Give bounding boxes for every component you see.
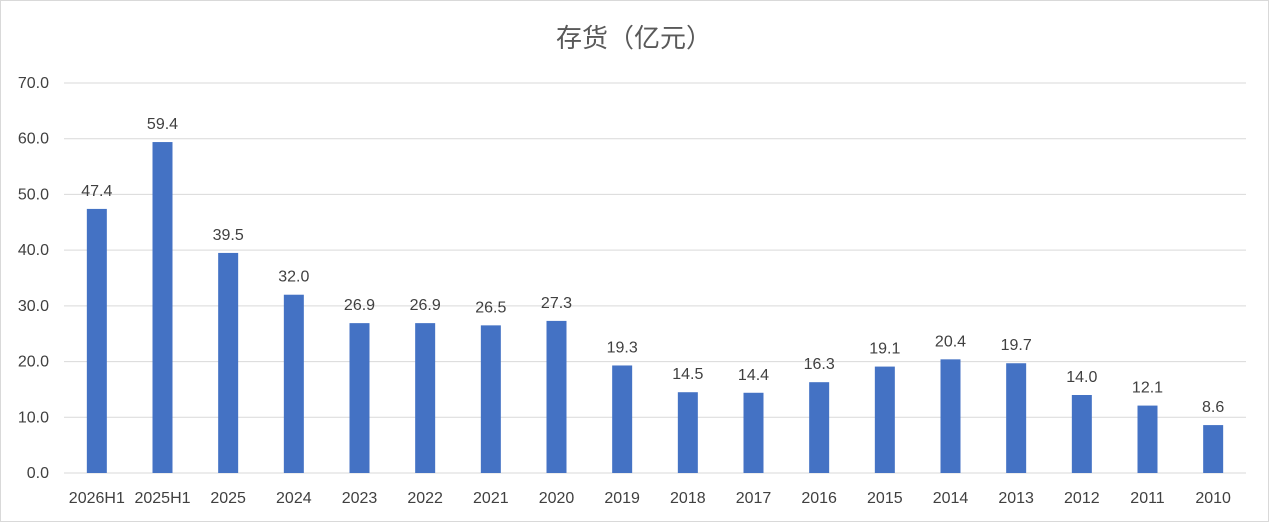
data-labels: 47.4 59.4 39.5 32.0 26.9 26.9 26.5 27.3 19.3 14.5… (81, 116, 1224, 416)
x-axis-categories: 2026H1 2025H1 2025 2024 2023 2022 2021 2020 2019… (69, 490, 1231, 507)
bars (86, 142, 1224, 474)
y-tick-label: 40.0 (18, 242, 49, 259)
bar (546, 320, 567, 473)
bar (152, 142, 173, 474)
x-category-label: 2016 (801, 490, 837, 507)
data-label: 59.4 (147, 116, 178, 133)
bar (743, 392, 764, 473)
y-axis-ticks: 0.0 10.0 20.0 30.0 40.0 50.0 60.0 70.0 (18, 75, 49, 482)
data-label: 12.1 (1132, 380, 1163, 397)
x-category-label: 2022 (407, 490, 443, 507)
gridlines (64, 82, 1246, 474)
bar (1006, 363, 1027, 473)
bar (677, 392, 698, 473)
data-label: 14.5 (672, 366, 703, 383)
bar (612, 365, 633, 473)
x-category-label: 2025 (210, 490, 246, 507)
x-category-label: 2019 (604, 490, 640, 507)
x-category-label: 2018 (670, 490, 706, 507)
data-label: 8.6 (1202, 399, 1224, 416)
data-label: 39.5 (213, 227, 244, 244)
bar (86, 208, 107, 473)
data-label: 20.4 (935, 333, 966, 350)
x-category-label: 2021 (473, 490, 509, 507)
bar (349, 323, 370, 473)
bar (415, 323, 436, 473)
data-label: 47.4 (81, 183, 112, 200)
data-label: 14.0 (1066, 369, 1097, 386)
bar (1137, 405, 1158, 473)
data-label: 19.7 (1001, 337, 1032, 354)
x-category-label: 2014 (933, 490, 969, 507)
data-label: 16.3 (804, 356, 835, 373)
x-category-label: 2012 (1064, 490, 1100, 507)
bar (218, 252, 239, 473)
y-tick-label: 20.0 (18, 354, 49, 371)
x-category-label: 2026H1 (69, 490, 125, 507)
x-category-label: 2010 (1195, 490, 1231, 507)
data-label: 14.4 (738, 367, 769, 384)
data-label: 27.3 (541, 295, 572, 312)
y-tick-label: 50.0 (18, 186, 49, 203)
bar (874, 366, 895, 473)
bar (1203, 425, 1224, 473)
x-category-label: 2015 (867, 490, 903, 507)
x-category-label: 2020 (539, 490, 575, 507)
x-category-label: 2013 (998, 490, 1034, 507)
bar (1071, 395, 1092, 473)
bar (480, 325, 501, 473)
x-category-label: 2023 (342, 490, 378, 507)
x-category-label: 2017 (736, 490, 772, 507)
data-label: 19.3 (607, 339, 638, 356)
data-label: 32.0 (278, 269, 309, 286)
x-category-label: 2011 (1130, 490, 1165, 507)
data-label: 26.9 (344, 297, 375, 314)
chart-title: 存货（亿元） (556, 24, 712, 54)
y-tick-label: 30.0 (18, 298, 49, 315)
x-category-label: 2024 (276, 490, 312, 507)
data-label: 19.1 (869, 341, 900, 358)
y-tick-label: 70.0 (18, 75, 49, 92)
bar (809, 382, 830, 473)
y-tick-label: 60.0 (18, 131, 49, 148)
data-label: 26.5 (475, 299, 506, 316)
bar (283, 294, 304, 473)
y-tick-label: 0.0 (27, 465, 49, 482)
y-tick-label: 10.0 (18, 409, 49, 426)
x-category-label: 2025H1 (134, 490, 190, 507)
data-label: 26.9 (410, 297, 441, 314)
bar (940, 359, 961, 473)
